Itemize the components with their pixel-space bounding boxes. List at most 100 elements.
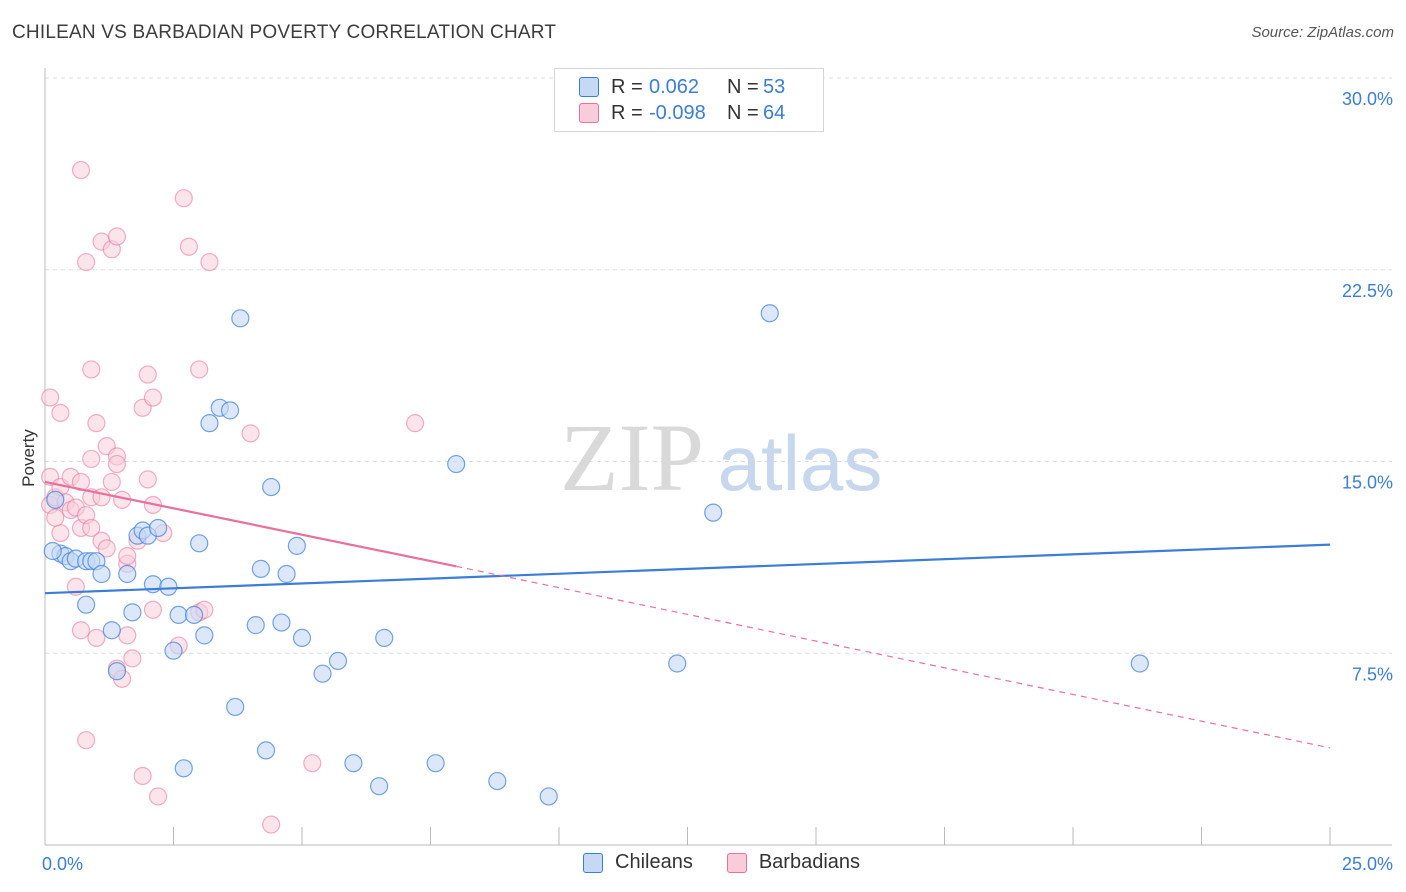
legend-swatch-pink xyxy=(726,852,747,873)
chileans-point xyxy=(426,754,445,773)
barbadians-point xyxy=(262,815,281,834)
legend-r-label: R = xyxy=(611,75,643,98)
chileans-point xyxy=(272,613,291,632)
y-axis-label: Poverty xyxy=(19,429,38,487)
barbadians-point xyxy=(107,454,127,474)
series-legend: Chileans Barbadians xyxy=(583,851,894,874)
y-tick-label: 7.5% xyxy=(1352,664,1393,684)
chileans-point xyxy=(190,534,209,553)
chileans-point xyxy=(1130,654,1149,673)
barbadians-point xyxy=(77,252,96,272)
chileans-point xyxy=(220,401,240,420)
barbadians-point xyxy=(41,388,60,407)
barbadians-point xyxy=(82,449,101,469)
barbadians-point xyxy=(143,600,163,619)
legend-swatch-blue xyxy=(579,77,599,97)
chileans-point xyxy=(46,490,65,509)
legend-swatch-pink xyxy=(579,103,599,123)
barbadians-point xyxy=(138,365,157,384)
chileans-point xyxy=(292,628,312,648)
barbadians-trend-extension xyxy=(456,565,1331,749)
chileans-point xyxy=(200,414,219,433)
legend-n-label: N = xyxy=(727,101,759,124)
chileans-point xyxy=(174,759,193,778)
barbadians-point xyxy=(118,546,137,566)
legend-n-label: N = xyxy=(727,75,759,98)
chileans-point xyxy=(195,626,214,645)
barbadians-point xyxy=(87,628,106,648)
chileans-point xyxy=(277,564,296,584)
legend-n-value: 64 xyxy=(763,101,786,124)
trend-lines xyxy=(44,480,1331,749)
chileans-point xyxy=(43,541,62,561)
barbadians-point xyxy=(303,754,322,773)
barbadians-point xyxy=(143,388,163,407)
chart-title: CHILEAN VS BARBADIAN POVERTY CORRELATION… xyxy=(12,22,557,43)
barbadians-point xyxy=(405,414,425,433)
chileans-point xyxy=(77,595,96,614)
source-label: Source: ZipAtlas.com xyxy=(1251,24,1394,41)
chileans-point xyxy=(488,771,507,791)
barbadians-point xyxy=(51,523,70,543)
x-tick-label: 0.0% xyxy=(42,854,83,874)
chileans-point xyxy=(370,777,389,796)
barbadians-point xyxy=(97,539,116,558)
barbadians-trend-line xyxy=(44,480,457,568)
chileans-point xyxy=(92,564,111,584)
legend-n-value: 53 xyxy=(763,75,786,98)
chileans-trend-line xyxy=(44,543,1331,595)
legend-r-value: 0.062 xyxy=(649,75,700,98)
chileans-points xyxy=(43,304,1149,806)
barbadians-point xyxy=(71,621,91,640)
legend-item-barbadians[interactable]: Barbadians xyxy=(726,851,861,874)
y-tick-label: 30.0% xyxy=(1342,89,1393,109)
legend-r-value: -0.098 xyxy=(649,101,706,124)
chileans-point xyxy=(231,309,250,328)
barbadians-point xyxy=(123,649,142,668)
barbadians-point xyxy=(87,414,106,433)
watermark-zip: ZIP xyxy=(560,404,704,511)
legend-swatch-blue xyxy=(583,852,603,873)
barbadians-point xyxy=(71,160,91,180)
chileans-point xyxy=(704,503,723,522)
barbadians-point xyxy=(51,403,70,423)
chileans-point xyxy=(184,605,204,625)
axes xyxy=(44,68,1392,846)
legend-label-barbadians: Barbadians xyxy=(758,851,861,873)
chileans-point xyxy=(148,518,168,538)
chileans-point xyxy=(447,454,466,474)
y-tick-label: 15.0% xyxy=(1342,473,1393,493)
chileans-point xyxy=(256,741,276,760)
chileans-point xyxy=(123,603,142,622)
barbadians-point xyxy=(133,766,152,786)
barbadians-point xyxy=(118,626,137,645)
legend-item-chileans[interactable]: Chileans xyxy=(583,851,693,874)
barbadians-point xyxy=(190,360,209,379)
barbadians-point xyxy=(179,237,199,256)
watermark-atlas: atlas xyxy=(718,419,883,507)
chileans-point xyxy=(107,662,127,681)
chileans-point xyxy=(118,564,137,584)
legend-row-barbadians: R = -0.098 N = 64 xyxy=(555,100,785,126)
x-tick-label: 25.0% xyxy=(1342,854,1393,874)
barbadians-point xyxy=(241,424,260,443)
stats-legend: R = 0.062 N = 53 R = -0.098 N = 64 xyxy=(554,68,824,132)
barbadians-point xyxy=(148,787,168,806)
barbadians-point xyxy=(174,189,193,208)
barbadians-point xyxy=(138,470,157,489)
chileans-point xyxy=(246,616,265,635)
legend-r-label: R = xyxy=(611,101,643,124)
chileans-point xyxy=(539,787,558,806)
axis-labels: 7.5% 15.0% 22.5% 30.0% 0.0% 25.0% Poverty xyxy=(19,89,1393,874)
chileans-point xyxy=(169,605,188,625)
barbadians-point xyxy=(200,252,219,272)
chileans-point xyxy=(262,477,281,497)
barbadians-point xyxy=(107,227,127,246)
legend-row-chileans: R = 0.062 N = 53 xyxy=(555,74,785,100)
chileans-point xyxy=(164,641,183,660)
barbadians-point xyxy=(77,731,96,750)
barbadians-point xyxy=(82,360,101,379)
chileans-point xyxy=(287,536,306,555)
barbadians-point xyxy=(102,472,121,492)
